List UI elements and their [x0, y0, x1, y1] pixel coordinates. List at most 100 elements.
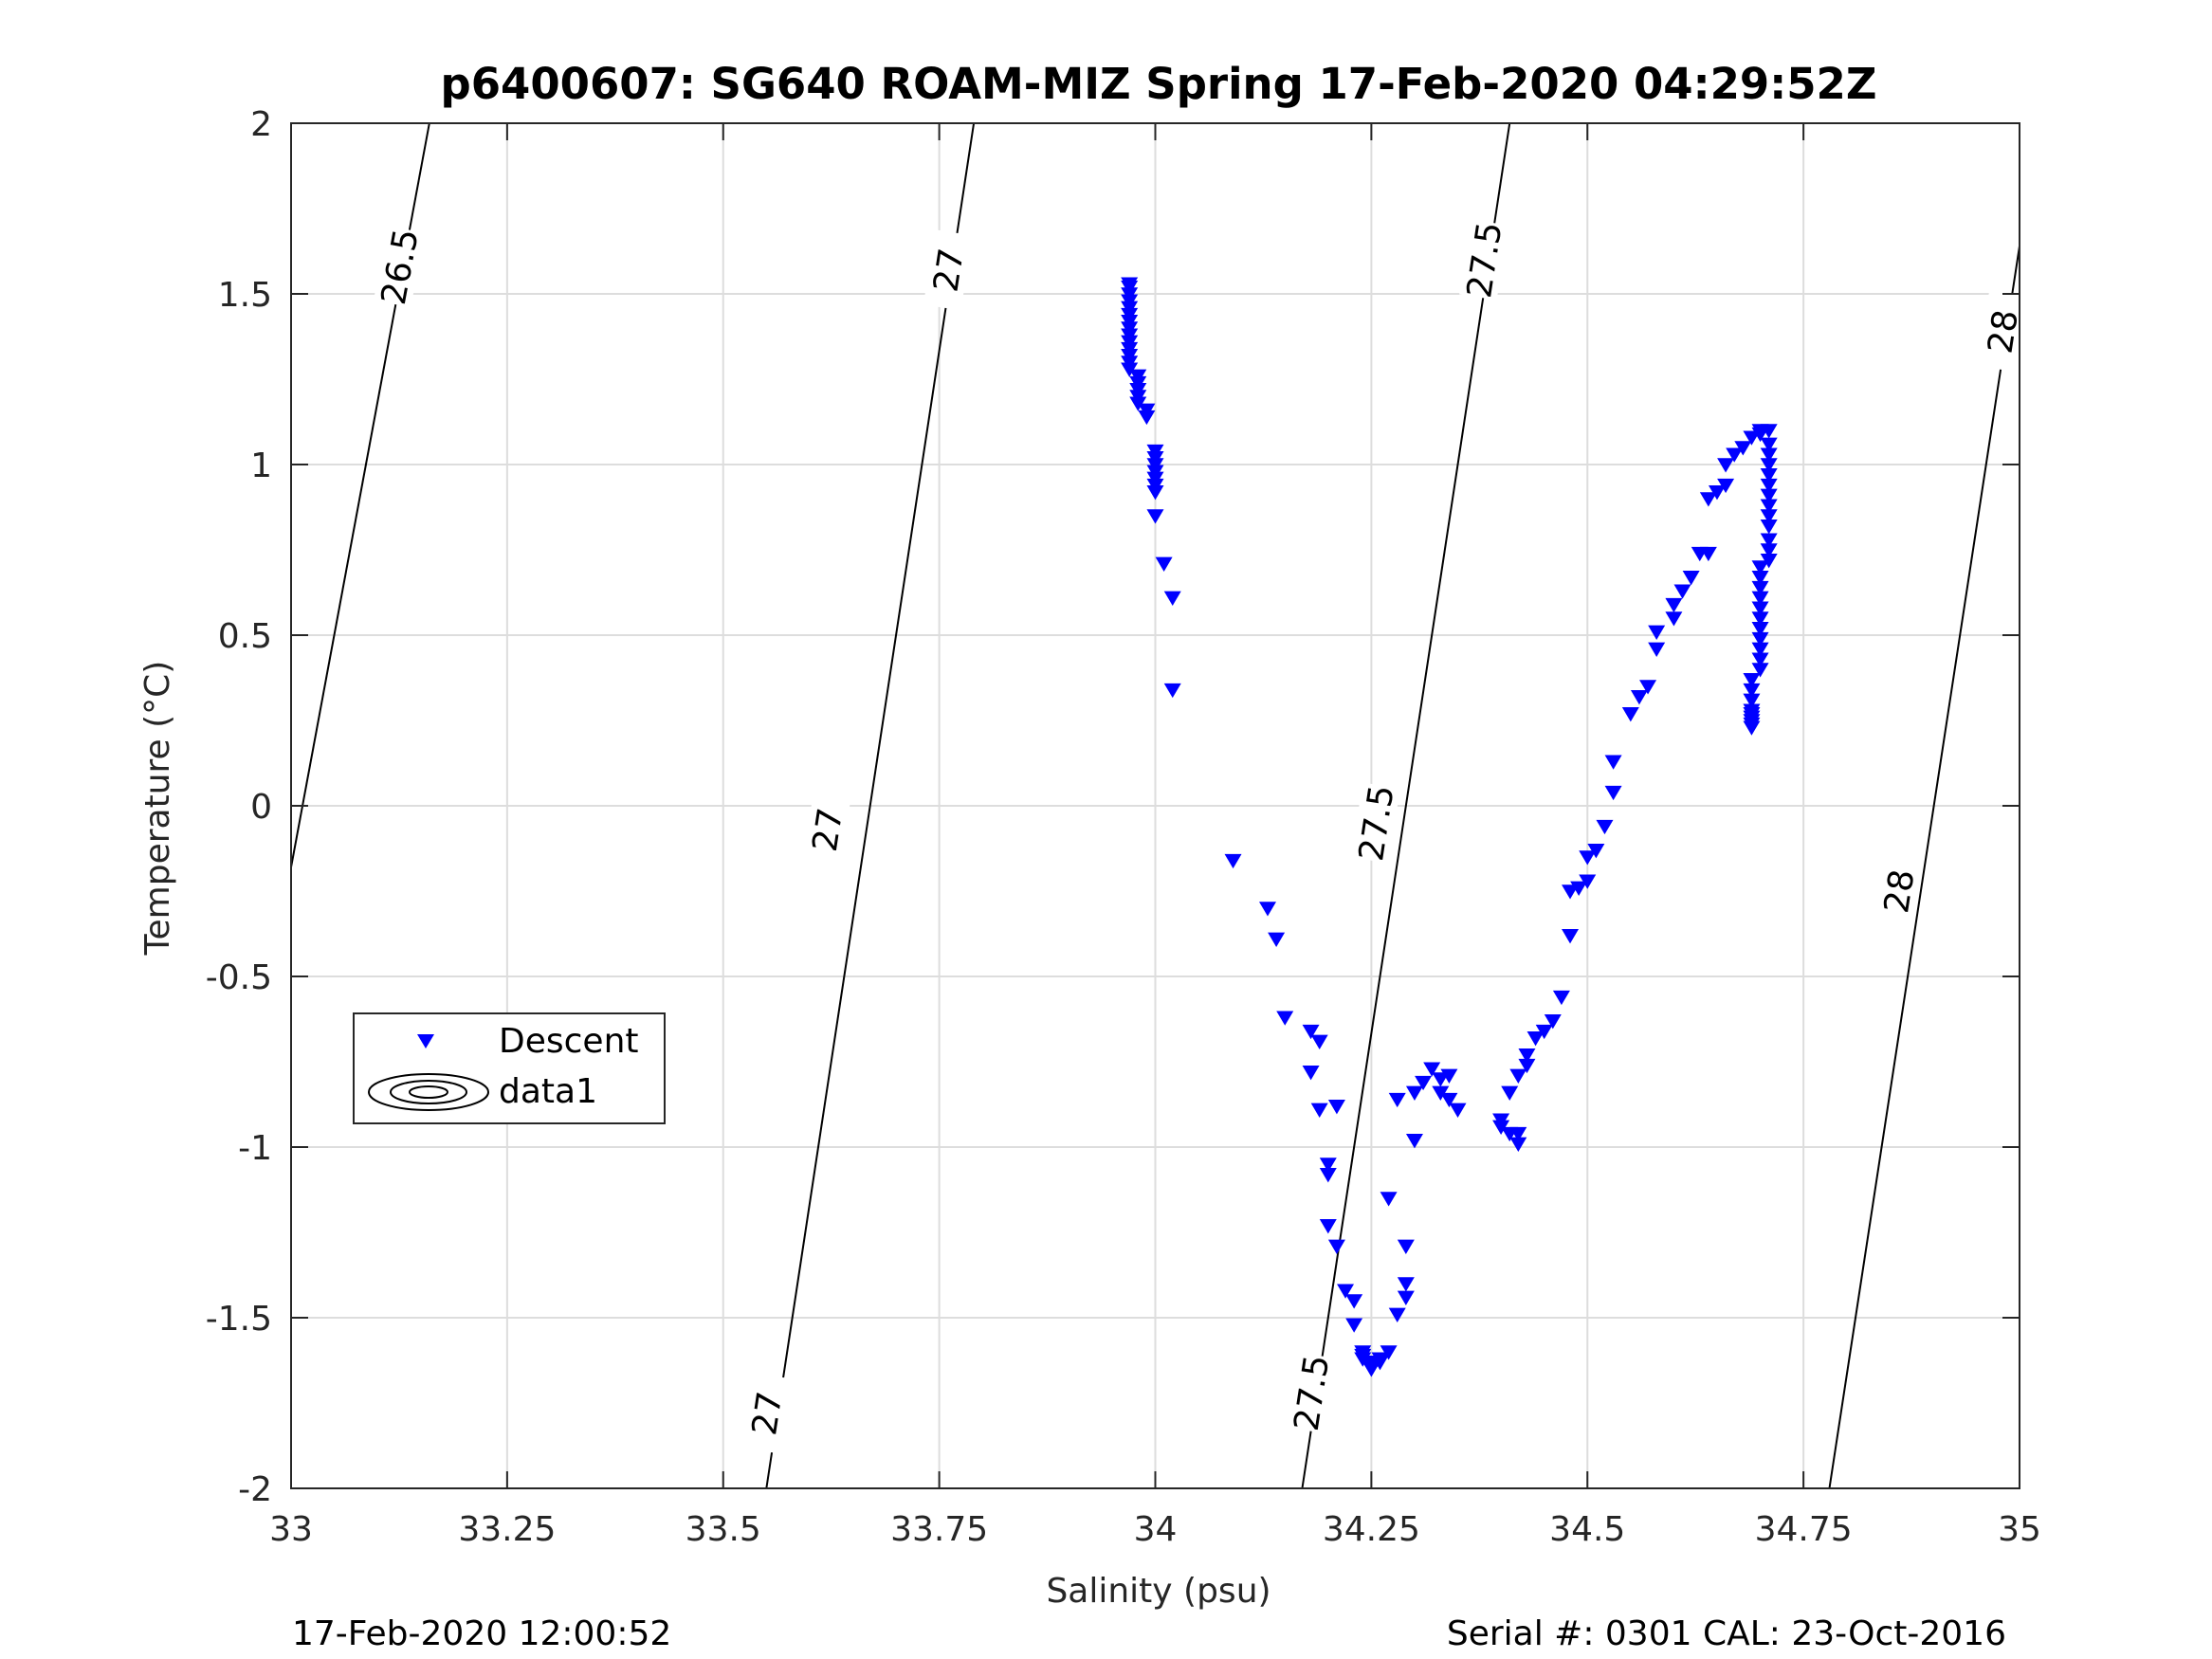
descent-point: [1751, 642, 1769, 657]
grid: [290, 122, 2020, 1489]
density-contour-line: [1828, 246, 2020, 1489]
descent-point: [1665, 611, 1683, 627]
x-axis-label: Salinity (psu): [1046, 1572, 1271, 1611]
descent-point: [1388, 1092, 1406, 1108]
chart-title: p6400607: SG640 ROAM-MIZ Spring 17-Feb-2…: [441, 59, 1877, 109]
descent-point: [1665, 597, 1683, 613]
descent-point: [1751, 591, 1769, 606]
descent-point: [1337, 1284, 1355, 1299]
descent-point: [1258, 902, 1276, 917]
descent-point: [1621, 707, 1639, 722]
descent-point: [1751, 601, 1769, 616]
descent-point: [1630, 690, 1648, 705]
descent-point: [1319, 1168, 1337, 1183]
descent-point: [1604, 785, 1622, 801]
descent-point: [1648, 642, 1666, 657]
descent-point: [1743, 683, 1761, 699]
descent-point: [1302, 1024, 1320, 1040]
x-tick-label: 33: [269, 1510, 313, 1549]
descent-point: [1432, 1085, 1450, 1101]
descent-point: [1751, 631, 1769, 647]
descent-point: [1726, 447, 1744, 463]
descent-point: [1760, 509, 1778, 524]
descent-point: [1501, 1085, 1519, 1101]
descent-point: [1405, 1134, 1423, 1149]
descent-point: [1440, 1092, 1458, 1108]
descent-point: [1743, 707, 1761, 722]
legend-box: [353, 1012, 666, 1124]
x-tick-label: 34.25: [1323, 1510, 1420, 1549]
descent-point: [1760, 437, 1778, 452]
descent-point: [1751, 663, 1769, 678]
descent-point: [1526, 1031, 1545, 1047]
descent-point: [1518, 1058, 1536, 1074]
legend: Descent data1: [353, 1012, 666, 1124]
y-tick-label: 2: [250, 105, 272, 144]
descent-point: [1509, 1068, 1527, 1084]
descent-point: [1743, 693, 1761, 708]
contour-label-bg: [923, 229, 973, 311]
descent-point: [1388, 1307, 1406, 1322]
descent-point: [1397, 1239, 1415, 1254]
contour-label: 27: [745, 1389, 790, 1437]
descent-point: [1562, 929, 1580, 944]
descent-point: [1751, 611, 1769, 627]
descent-point: [1699, 546, 1717, 562]
descent-point: [1302, 1066, 1320, 1081]
descent-point: [1544, 1014, 1562, 1030]
descent-point: [1708, 485, 1726, 501]
descent-point: [1449, 1103, 1467, 1118]
descent-point: [1587, 844, 1605, 859]
descent-point: [1760, 468, 1778, 483]
descent-point: [1760, 554, 1778, 569]
contour-label-bg: [1351, 782, 1400, 864]
descent-point: [1760, 478, 1778, 494]
descent-series: [1121, 277, 1778, 1377]
descent-point: [1276, 1011, 1294, 1026]
descent-point: [1146, 509, 1164, 524]
contour-label-bg: [1874, 850, 1924, 932]
axes: 33 33.25 33.5 33.75 34 34.25 34.5 34.75 35 -2 -1.5…: [206, 105, 2041, 1549]
x-tick-label: 33.25: [458, 1510, 556, 1549]
descent-point: [1415, 1075, 1433, 1091]
contour-label-bg: [1459, 219, 1508, 301]
descent-point: [1760, 533, 1778, 548]
descent-point: [1760, 447, 1778, 463]
descent-point: [1397, 1290, 1415, 1305]
y-tick-label: 0.5: [218, 617, 272, 656]
axes-frame: [290, 122, 2020, 1489]
contour-label-bg: [1977, 291, 2027, 373]
descent-point: [1327, 1239, 1345, 1254]
descent-point: [1224, 853, 1242, 869]
descent-point: [1371, 1352, 1389, 1367]
contour-label-bg: [373, 226, 425, 308]
x-tick-label: 34: [1134, 1510, 1178, 1549]
descent-point: [1760, 458, 1778, 473]
descent-point: [1751, 571, 1769, 586]
descent-point: [1129, 396, 1147, 411]
descent-point: [1345, 1294, 1363, 1309]
y-axis-label: Temperature (°C): [138, 661, 177, 957]
descent-point: [1579, 874, 1597, 889]
x-tick-label: 34.5: [1549, 1510, 1625, 1549]
legend-data1-contour-icon: [368, 1073, 489, 1111]
descent-point: [1138, 410, 1156, 426]
descent-point: [1327, 1100, 1345, 1115]
x-tick-label: 33.75: [890, 1510, 988, 1549]
descent-point: [1682, 571, 1700, 586]
descent-point: [1345, 1318, 1363, 1333]
descent-point: [1405, 1085, 1423, 1101]
descent-point: [1380, 1192, 1398, 1207]
descent-point: [1760, 543, 1778, 558]
descent-point: [1717, 458, 1735, 473]
contour-label: 27: [927, 246, 972, 294]
descent-point: [1552, 990, 1570, 1006]
descent-point: [1319, 1158, 1337, 1173]
descent-point: [1380, 1345, 1398, 1360]
descent-point: [1492, 1120, 1510, 1135]
descent-point: [1155, 556, 1173, 572]
footer-timestamp: 17-Feb-2020 12:00:52: [292, 1614, 671, 1653]
descent-point: [1604, 755, 1622, 770]
descent-point: [1146, 485, 1164, 501]
descent-point: [1751, 560, 1769, 575]
